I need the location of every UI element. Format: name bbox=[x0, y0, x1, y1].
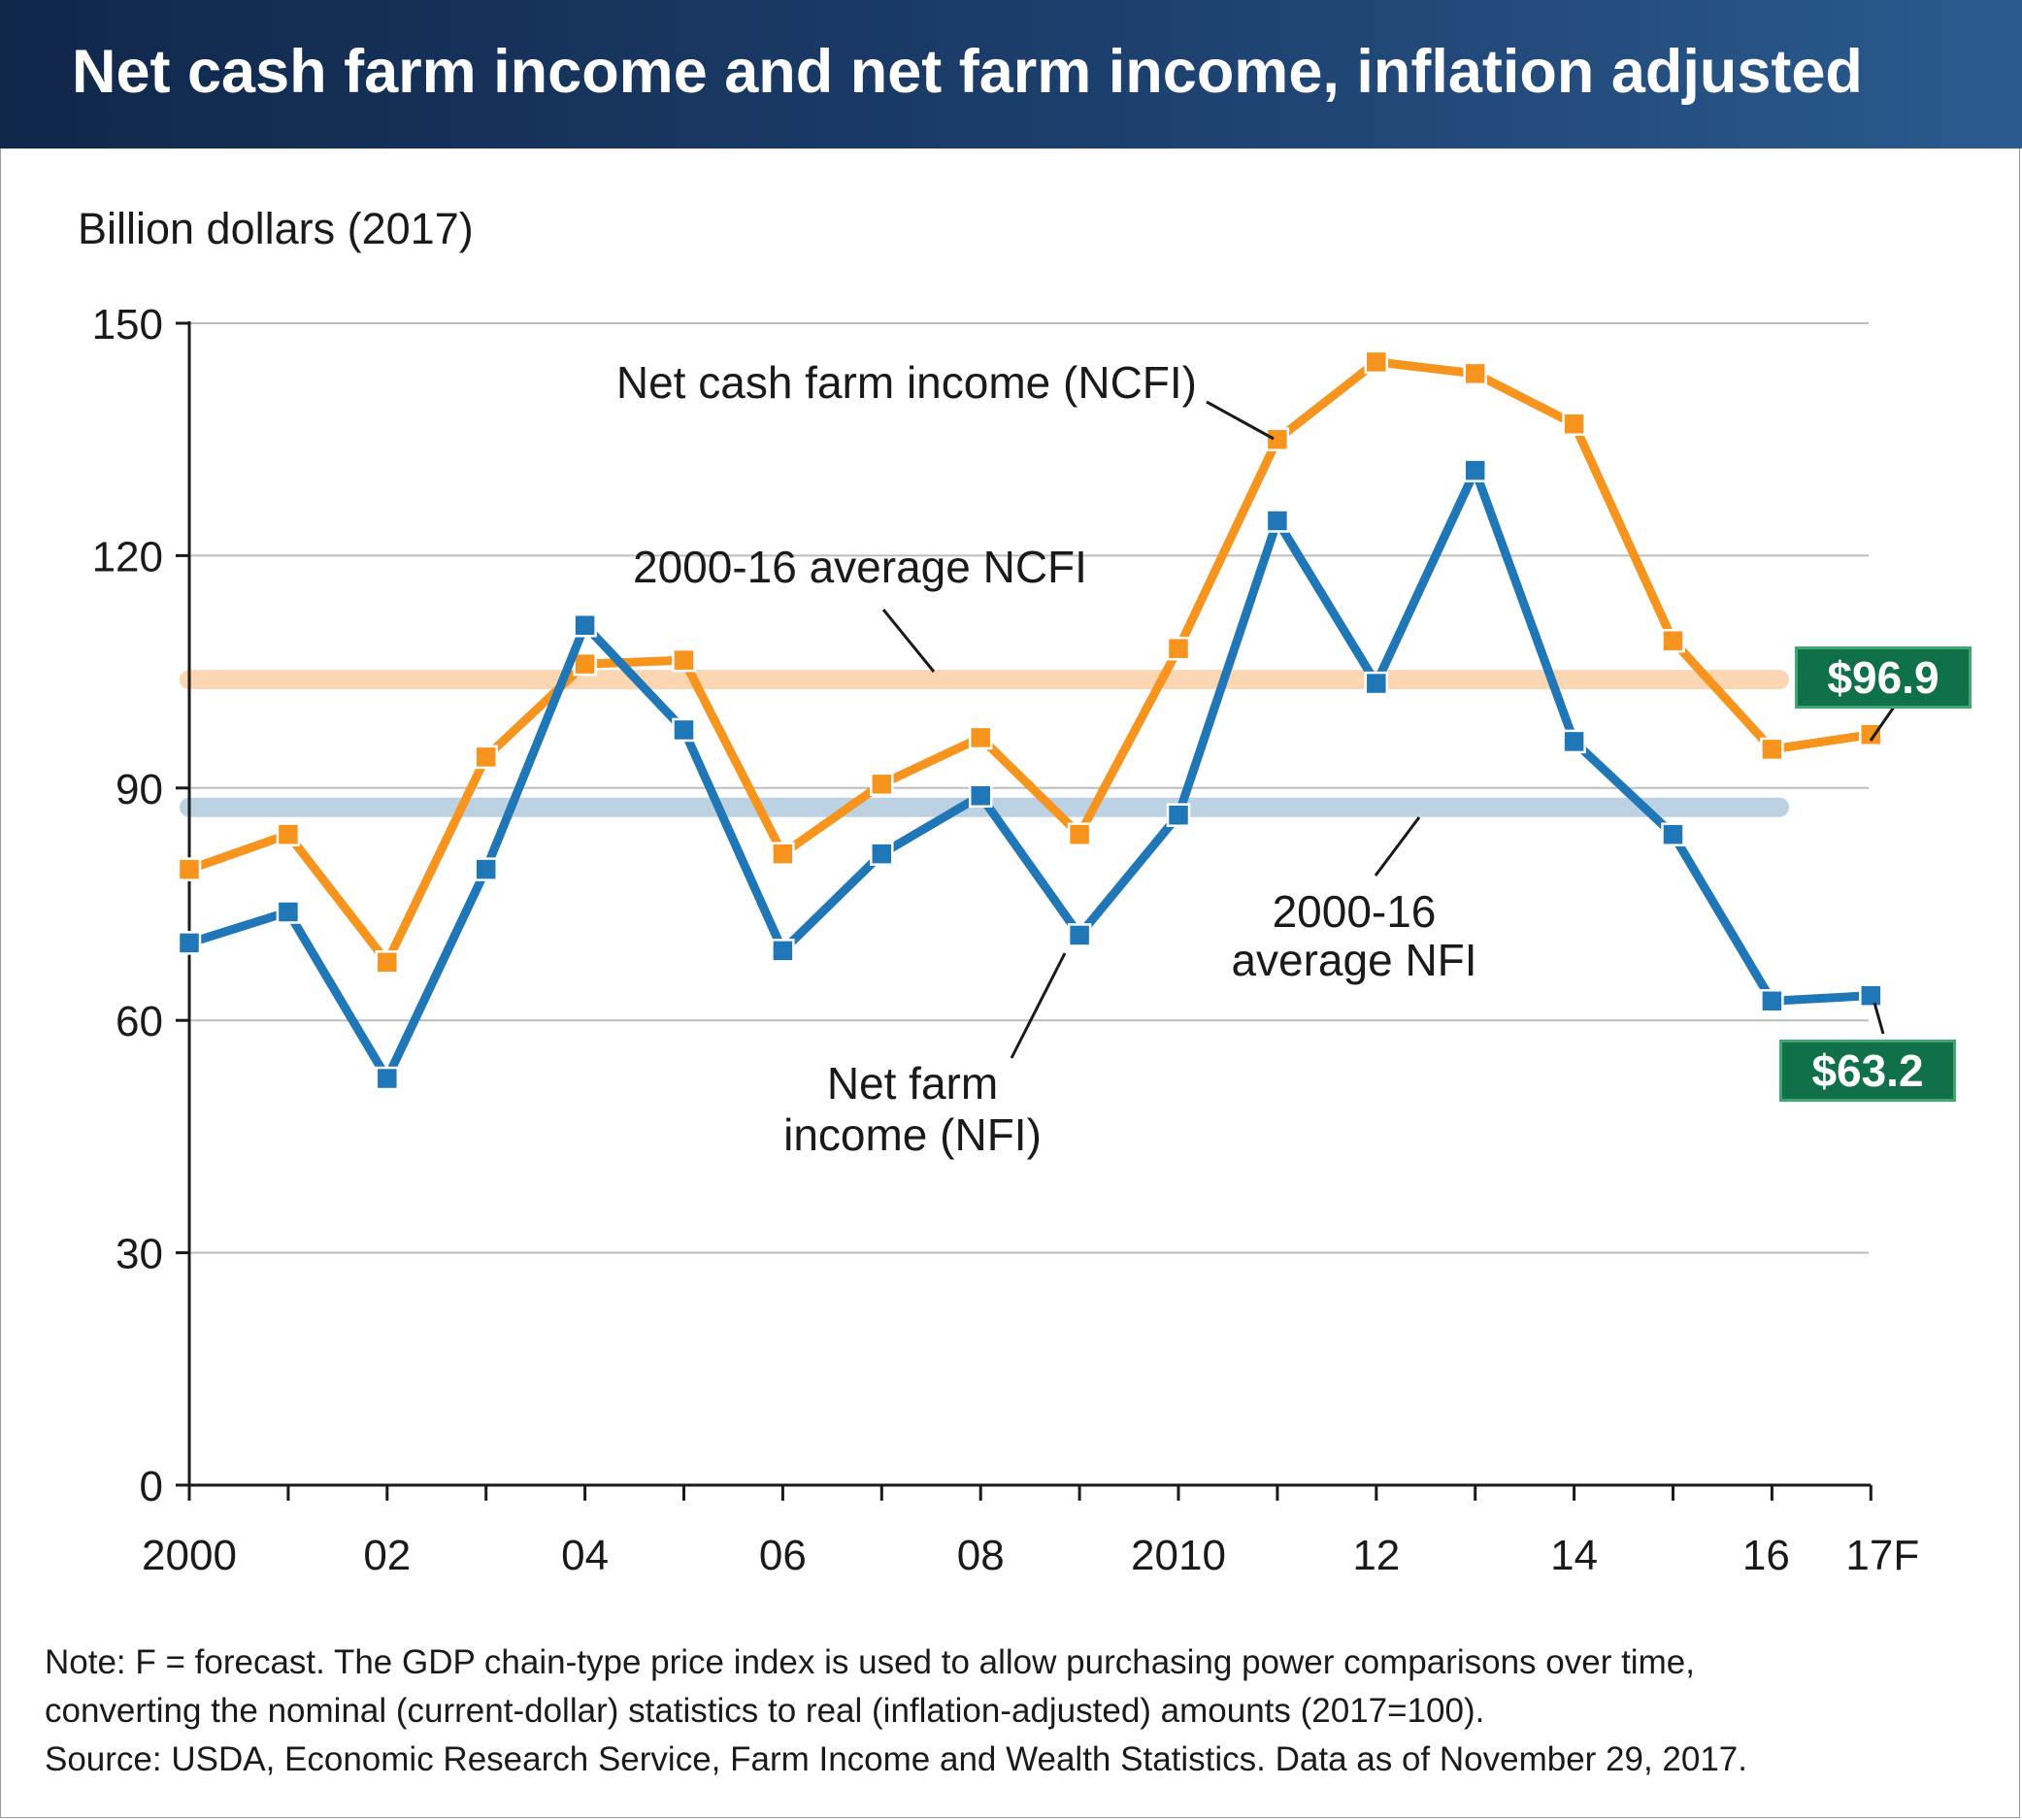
y-tick-label: 60 bbox=[116, 998, 163, 1045]
avg-nfi-label-line1: 2000-16 bbox=[1273, 886, 1437, 937]
ncfi-point bbox=[474, 745, 498, 770]
x-tick-label: 2010 bbox=[1131, 1532, 1226, 1579]
nfi-point bbox=[968, 783, 993, 809]
x-tick-label: 04 bbox=[561, 1532, 609, 1579]
nfi-point bbox=[276, 900, 301, 924]
ncfi-point bbox=[1760, 737, 1784, 762]
nfi-point bbox=[1265, 509, 1290, 533]
x-tick-label: 02 bbox=[363, 1532, 411, 1579]
y-tick-label: 0 bbox=[140, 1463, 163, 1510]
x-tick-label: 17F bbox=[1845, 1532, 1919, 1579]
nfi-point bbox=[1463, 458, 1487, 482]
nfi-point bbox=[177, 931, 202, 955]
nfi-point bbox=[1859, 983, 1883, 1008]
avg-ncfi-label-leader bbox=[881, 609, 936, 673]
nfi-point bbox=[771, 939, 795, 963]
ncfi-value-leader bbox=[1869, 705, 1897, 742]
ncfi-point bbox=[177, 857, 202, 881]
ncfi-point bbox=[870, 772, 894, 797]
y-axis-label: Billion dollars (2017) bbox=[78, 204, 474, 253]
nfi-point bbox=[870, 842, 894, 866]
y-tick-label: 30 bbox=[116, 1231, 163, 1278]
nfi-point bbox=[1562, 729, 1586, 754]
nfi-point bbox=[1166, 803, 1191, 827]
title-bar: Net cash farm income and net farm income… bbox=[0, 0, 2022, 149]
ncfi-point bbox=[375, 950, 400, 975]
ncfi-point bbox=[1265, 427, 1290, 451]
nfi-2017-value-label: $63.2 bbox=[1779, 1040, 1956, 1102]
nfi-point bbox=[1760, 989, 1784, 1013]
x-tick-label: 12 bbox=[1352, 1532, 1400, 1579]
x-tick-label: 06 bbox=[759, 1532, 807, 1579]
note-line-2: converting the nominal (current-dollar) … bbox=[45, 1692, 1485, 1730]
ncfi-point bbox=[1562, 412, 1586, 436]
ncfi-point bbox=[276, 822, 301, 846]
ncfi-point bbox=[1166, 636, 1191, 661]
note-line-1: Note: F = forecast. The GDP chain-type p… bbox=[45, 1643, 1695, 1681]
avg-nfi-label-leader bbox=[1374, 816, 1421, 877]
nfi-line bbox=[187, 466, 1872, 1083]
x-tick-label: 16 bbox=[1742, 1532, 1790, 1579]
nfi-series-label-line1: Net farm bbox=[827, 1058, 998, 1109]
nfi-label-leader bbox=[1010, 952, 1067, 1059]
chart-notes: Note: F = forecast. The GDP chain-type p… bbox=[45, 1638, 1747, 1784]
ncfi-point bbox=[1364, 349, 1389, 375]
ncfi-point bbox=[573, 651, 597, 677]
nfi-point bbox=[474, 857, 498, 881]
nfi-point bbox=[1364, 671, 1389, 696]
nfi-point bbox=[573, 612, 597, 638]
nfi-series-label-line2: income (NFI) bbox=[783, 1109, 1042, 1160]
nfi-point bbox=[1067, 923, 1092, 947]
ncfi-2017-value-label: $96.9 bbox=[1795, 646, 1972, 709]
ncfi-point bbox=[1463, 361, 1487, 386]
nfi-point bbox=[672, 717, 696, 743]
ncfi-point bbox=[672, 647, 696, 673]
ncfi-series-label: Net cash farm income (NCFI) bbox=[616, 357, 1197, 408]
ncfi-line bbox=[187, 357, 1872, 967]
ncfi-point bbox=[771, 842, 795, 866]
nfi-value-leader bbox=[1873, 1002, 1885, 1035]
nfi-point bbox=[375, 1066, 400, 1091]
source-line: Source: USDA, Economic Research Service,… bbox=[45, 1740, 1747, 1778]
x-tick-label: 08 bbox=[957, 1532, 1005, 1579]
ncfi-point bbox=[1067, 822, 1092, 846]
ncfi-point bbox=[968, 725, 993, 750]
x-tick-label: 14 bbox=[1550, 1532, 1598, 1579]
avg-nfi-label-line2: average NFI bbox=[1231, 935, 1476, 985]
ncfi-label-leader bbox=[1206, 400, 1275, 441]
avg-ncfi-label: 2000-16 average NCFI bbox=[633, 542, 1087, 592]
ncfi-point bbox=[1859, 722, 1883, 746]
chart-title: Net cash farm income and net farm income… bbox=[72, 38, 1863, 106]
y-tick-label: 120 bbox=[92, 533, 163, 580]
y-tick-label: 150 bbox=[92, 301, 163, 348]
y-tick-label: 90 bbox=[116, 766, 163, 813]
x-tick-label: 2000 bbox=[142, 1532, 237, 1579]
ncfi-point bbox=[1661, 628, 1685, 653]
nfi-point bbox=[1661, 822, 1685, 846]
